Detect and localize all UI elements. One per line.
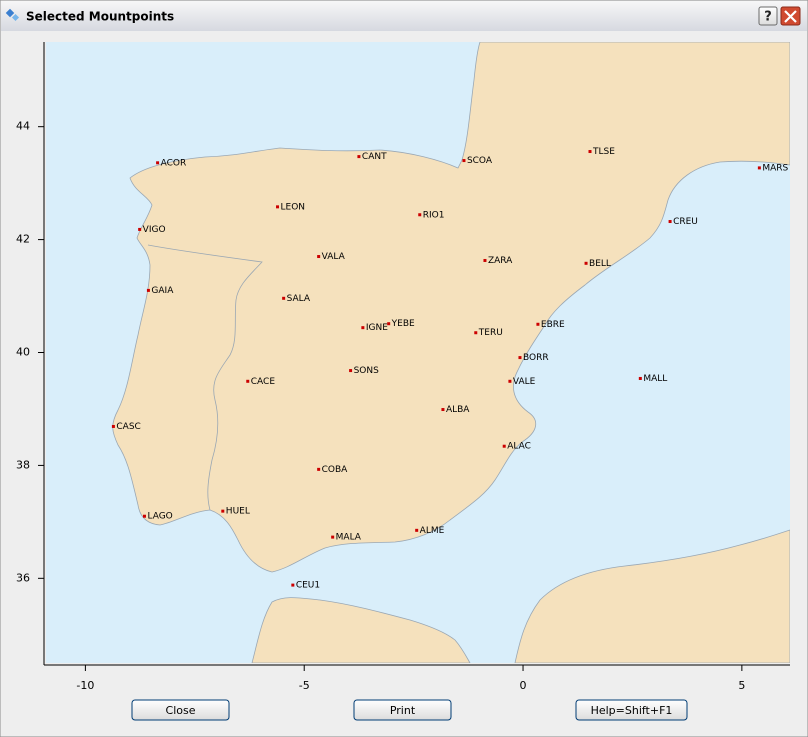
mountpoint-marker — [474, 331, 478, 335]
mountpoint-label: ACOR — [161, 158, 187, 168]
europe-land — [112, 42, 790, 573]
mountpoint-marker — [361, 326, 365, 330]
mountpoint-label: VALA — [322, 252, 346, 262]
mountpoint-marker — [146, 288, 150, 292]
mountpoint-marker — [221, 509, 225, 513]
mountpoint-marker — [502, 444, 506, 448]
window-title: Selected Mountpoints — [26, 10, 174, 24]
mountpoint-marker — [111, 424, 115, 428]
help-button[interactable] — [575, 699, 688, 721]
y-tick-label: 44 — [16, 120, 30, 133]
mountpoint-label: RIO1 — [423, 210, 445, 220]
mountpoint-marker — [536, 322, 540, 326]
plot: -10 -5 0 5 36 38 40 42 44 ACOR CANT SCOA TLSE MARS LEO… — [16, 120, 789, 692]
mountpoint-marker — [276, 205, 280, 209]
mountpoint-marker — [138, 227, 142, 231]
mountpoint-marker — [418, 213, 422, 217]
mountpoint-marker — [415, 528, 419, 532]
mountpoint-label: SCOA — [467, 156, 493, 166]
x-tick-label: 5 — [738, 679, 745, 692]
x-tick-label: 0 — [520, 679, 527, 692]
mountpoint-label: IGNE — [366, 323, 388, 333]
mountpoint-label: BELL — [589, 259, 611, 269]
mountpoint-marker — [142, 514, 146, 518]
mountpoint-label: ALME — [420, 526, 445, 536]
mountpoint-label: ALBA — [446, 405, 470, 415]
mountpoint-label: SONS — [354, 366, 380, 376]
mountpoint-label: TERU — [478, 328, 503, 338]
mountpoint-label: CANT — [362, 152, 387, 162]
mountpoint-label: HUEL — [226, 507, 250, 517]
y-tick-label: 40 — [16, 346, 30, 359]
mountpoint-label: CACE — [251, 377, 276, 387]
mountpoint-label: VALE — [513, 377, 536, 387]
mountpoint-label: EBRE — [541, 320, 565, 330]
mountpoint-marker — [317, 255, 321, 259]
close-button-label: Close — [166, 704, 196, 717]
print-button-label: Print — [390, 704, 416, 717]
mountpoint-label: LAGO — [147, 512, 172, 522]
title-bar — [1, 1, 807, 31]
mountpoint-label: SALA — [287, 294, 311, 304]
mountpoint-marker — [246, 379, 250, 383]
mountpoint-label: TLSE — [592, 147, 615, 157]
close-button[interactable] — [131, 699, 230, 721]
mountpoint-marker — [588, 150, 592, 154]
mountpoint-label: MALL — [643, 374, 667, 384]
border-line — [147, 244, 263, 511]
mountpoint-label: ZARA — [488, 256, 513, 266]
mountpoint-marker — [156, 161, 160, 165]
mountpoint-marker — [462, 159, 466, 163]
africa-land — [251, 529, 790, 663]
mountpoint-marker — [518, 356, 522, 360]
mountpoint-marker — [757, 166, 761, 170]
help-title-icon: ? — [764, 10, 772, 25]
mountpoint-marker — [282, 296, 286, 300]
mountpoint-marker — [291, 583, 295, 587]
mountpoint-marker — [441, 408, 445, 412]
mountpoint-marker — [668, 220, 672, 224]
mountpoint-label: ALAC — [507, 442, 531, 452]
mountpoint-label: MALA — [336, 533, 362, 543]
help-title-button[interactable] — [758, 6, 778, 26]
mountpoint-label: CASC — [116, 422, 140, 432]
map — [112, 42, 790, 663]
y-tick-label: 36 — [16, 571, 30, 584]
mountpoint-marker — [508, 379, 512, 383]
mountpoint-marker — [638, 376, 642, 380]
mountpoint-marker — [387, 322, 391, 326]
print-button[interactable] — [353, 699, 452, 721]
x-tick-label: -5 — [299, 679, 310, 692]
mountpoint-label: LEON — [281, 202, 306, 212]
mountpoint-marker — [357, 155, 361, 159]
mountpoint-label: MARS — [762, 163, 788, 173]
mountpoint-marker — [483, 258, 487, 262]
y-tick-label: 38 — [16, 458, 30, 471]
mountpoint-label: CREU — [673, 217, 698, 227]
mountpoint-marker — [317, 467, 321, 471]
mountpoint-label: COBA — [322, 465, 349, 475]
help-button-label: Help=Shift+F1 — [591, 704, 673, 717]
mountpoint-marker — [349, 369, 353, 373]
mountpoint-label: BORR — [523, 353, 549, 363]
mountpoint-marker — [331, 535, 335, 539]
mountpoint-label: CEU1 — [296, 581, 320, 591]
y-tick-label: 42 — [16, 233, 30, 246]
close-icon — [784, 10, 797, 23]
buttons: Close Print Help=Shift+F1 — [131, 699, 688, 721]
mountpoint-label: VIGO — [143, 225, 166, 235]
mountpoint-label: YEBE — [391, 319, 415, 329]
mountpoint-label: GAIA — [151, 286, 174, 296]
mountpoint-marker — [584, 261, 588, 265]
x-tick-label: -10 — [76, 679, 94, 692]
